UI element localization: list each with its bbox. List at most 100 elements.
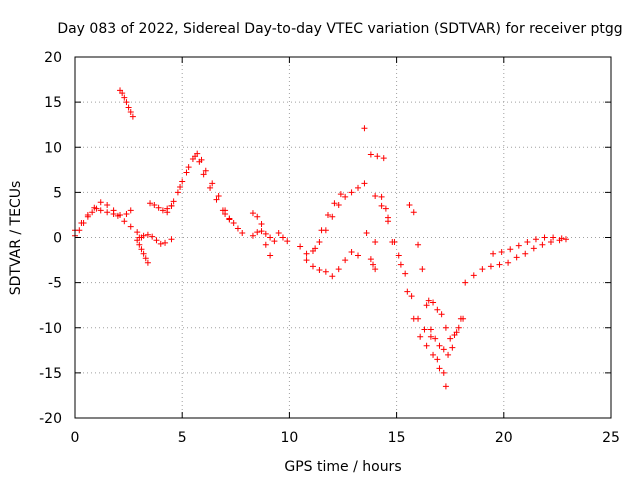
data-point xyxy=(524,239,531,246)
data-point xyxy=(447,335,454,342)
data-point xyxy=(136,241,143,248)
series-seg-f xyxy=(249,228,291,245)
data-point xyxy=(507,246,514,253)
data-point xyxy=(84,211,91,218)
data-point xyxy=(335,266,342,273)
data-point xyxy=(427,333,434,340)
data-point xyxy=(558,235,565,242)
series-seg-g2 xyxy=(303,248,355,280)
data-point xyxy=(335,202,342,209)
data-point xyxy=(271,238,278,245)
data-point xyxy=(312,245,319,252)
y-tick-labels: -20 -15 -10 -5 0 5 10 15 20 xyxy=(39,50,62,427)
data-point xyxy=(408,293,415,300)
data-point xyxy=(436,342,443,349)
data-point xyxy=(374,153,381,160)
data-point xyxy=(385,218,392,225)
data-point xyxy=(316,239,323,246)
data-point xyxy=(522,250,529,257)
data-point xyxy=(442,324,449,331)
series-seg-c2 xyxy=(147,200,175,214)
data-point xyxy=(438,311,445,318)
data-point xyxy=(110,207,117,214)
y-tick-label: -15 xyxy=(39,366,62,382)
data-point xyxy=(329,213,336,220)
data-point xyxy=(239,229,246,236)
data-point xyxy=(151,202,158,209)
data-point xyxy=(550,234,557,241)
y-axis-label: SDTVAR / TECUs xyxy=(8,181,24,296)
series-seg-i4 xyxy=(406,202,464,358)
series-seg-d2 xyxy=(168,153,226,214)
data-point xyxy=(423,342,430,349)
data-point xyxy=(378,202,385,209)
data-point xyxy=(322,268,329,275)
data-point xyxy=(397,261,404,268)
series-seg-a2 xyxy=(72,199,145,241)
data-point xyxy=(149,233,156,240)
x-axis-label: GPS time / hours xyxy=(284,459,401,475)
data-point xyxy=(389,239,396,246)
data-point xyxy=(140,250,147,257)
data-point xyxy=(177,183,184,190)
x-tick-label: 0 xyxy=(71,430,80,446)
data-point xyxy=(140,232,147,239)
data-point xyxy=(445,351,452,358)
x-tick-label: 5 xyxy=(178,430,187,446)
data-point xyxy=(125,104,132,111)
data-point xyxy=(453,329,460,336)
data-point xyxy=(284,238,291,245)
y-tick-label: -20 xyxy=(39,411,62,427)
data-point xyxy=(455,324,462,331)
data-point xyxy=(436,365,443,372)
data-point xyxy=(513,254,520,261)
data-point xyxy=(348,248,355,255)
data-point xyxy=(406,202,413,209)
data-point xyxy=(249,210,256,217)
data-point xyxy=(430,351,437,358)
data-point xyxy=(417,333,424,340)
data-point xyxy=(342,257,349,264)
data-point xyxy=(440,369,447,376)
y-tick-label: 0 xyxy=(53,231,62,247)
data-point xyxy=(423,302,430,309)
data-point xyxy=(89,209,96,216)
series-seg-i3 xyxy=(425,297,467,342)
series-seg-e xyxy=(222,211,246,236)
data-point xyxy=(258,228,265,235)
data-point xyxy=(457,315,464,322)
data-point xyxy=(147,200,154,207)
data-point xyxy=(547,239,554,246)
data-point xyxy=(498,248,505,255)
data-point xyxy=(254,213,261,220)
data-point xyxy=(367,256,374,263)
data-point xyxy=(230,220,237,227)
data-point xyxy=(337,191,344,198)
data-point xyxy=(449,344,456,351)
grid-lines xyxy=(75,57,611,418)
data-point xyxy=(97,207,104,214)
y-tick-label: 10 xyxy=(44,140,62,156)
data-point xyxy=(355,184,362,191)
data-point xyxy=(123,211,130,218)
data-point xyxy=(258,220,265,227)
series-seg-f2 xyxy=(249,210,274,259)
data-point xyxy=(136,234,143,241)
data-point xyxy=(316,266,323,273)
data-point xyxy=(174,189,181,196)
series-seg-j2 xyxy=(490,234,565,257)
data-point xyxy=(179,178,186,185)
data-point xyxy=(144,259,151,266)
data-point xyxy=(490,250,497,257)
data-point xyxy=(378,193,385,200)
data-point xyxy=(121,218,128,225)
series-seg-j1 xyxy=(462,236,569,286)
data-point xyxy=(183,169,190,176)
data-point xyxy=(434,356,441,363)
data-point xyxy=(279,234,286,241)
data-point xyxy=(432,335,439,342)
chart-title: Day 083 of 2022, Sidereal Day-to-day VTE… xyxy=(57,21,622,37)
x-tick-label: 15 xyxy=(388,430,406,446)
x-tick-labels: 0 5 10 15 20 25 xyxy=(71,430,620,446)
